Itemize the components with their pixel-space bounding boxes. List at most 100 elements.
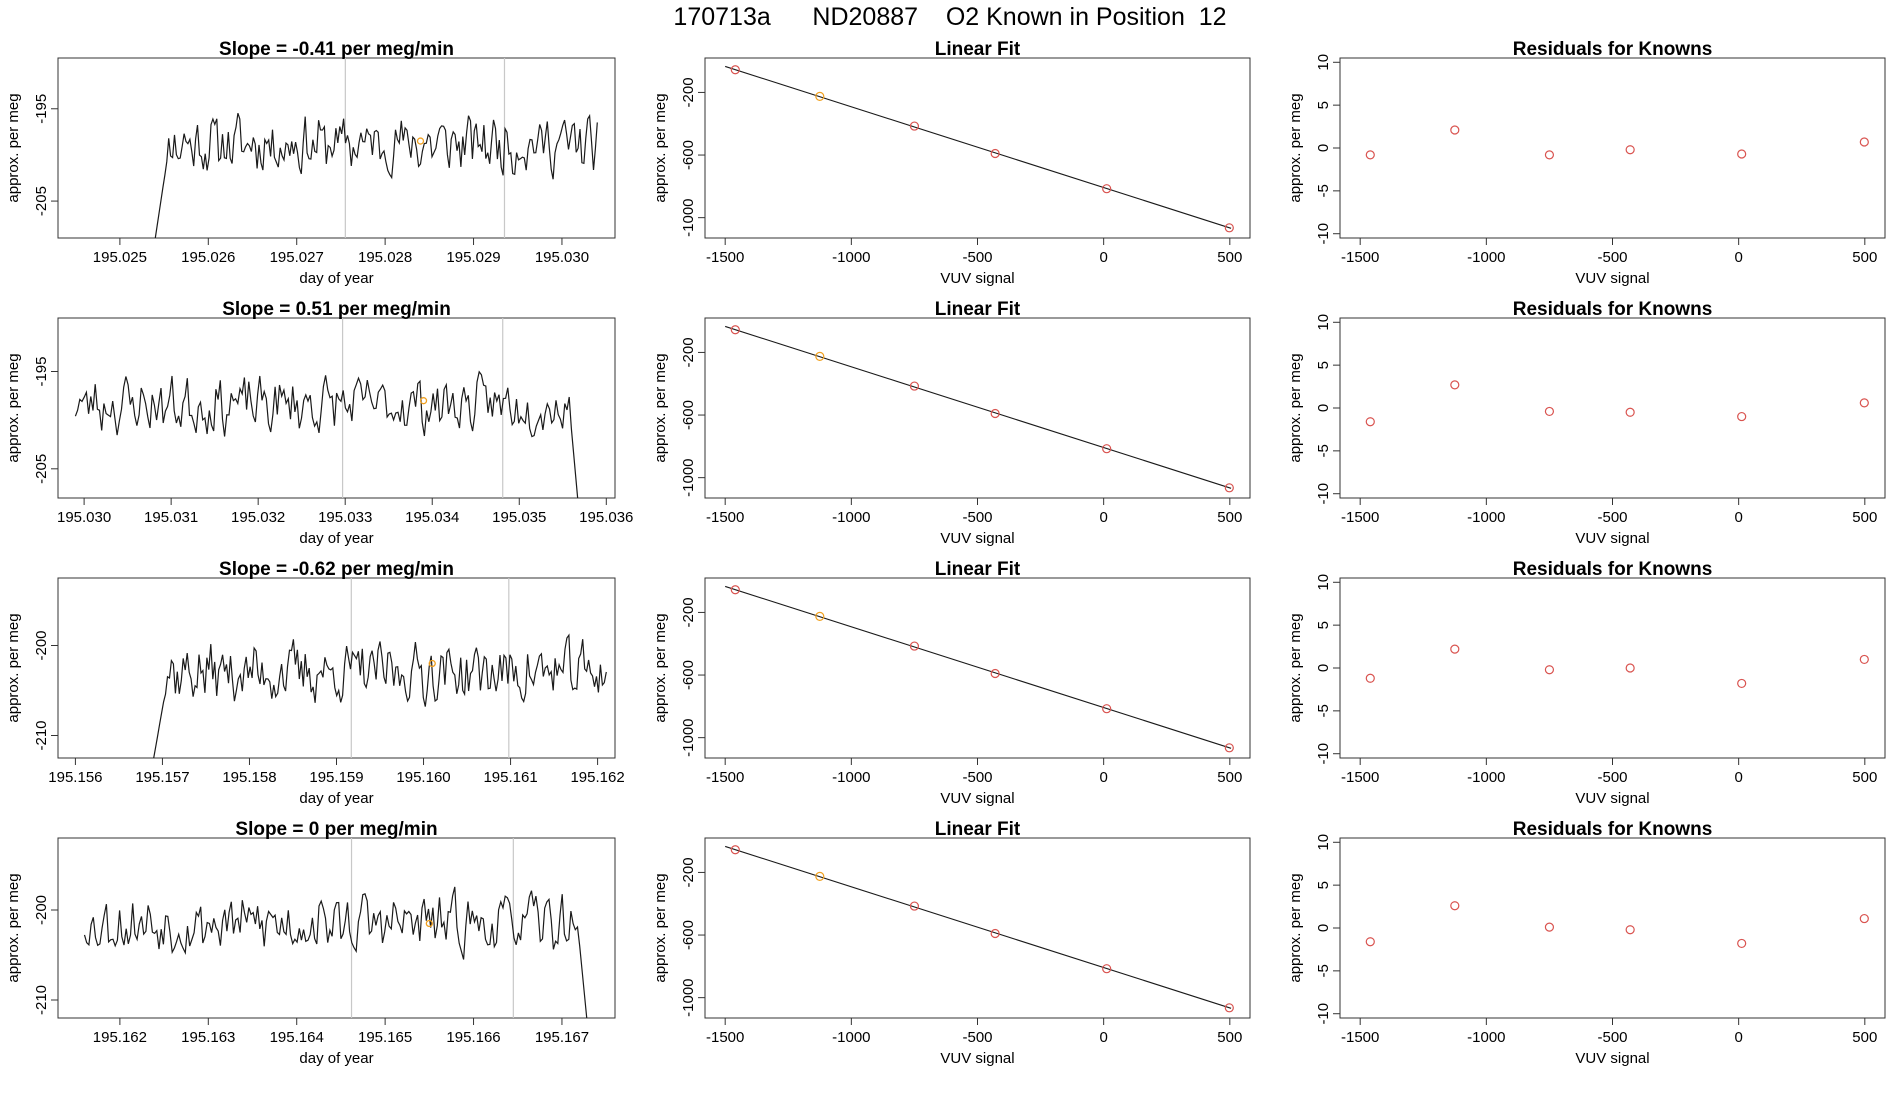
- x-tick-label: -500: [962, 769, 992, 786]
- y-tick-label: -5: [1315, 964, 1332, 977]
- data-point: [1544, 150, 1555, 160]
- y-tick-label: -600: [680, 920, 697, 950]
- x-axis-label: VUV signal: [940, 790, 1014, 807]
- x-tick-label: -500: [1597, 769, 1627, 786]
- x-tick-label: 195.032: [231, 509, 285, 526]
- data-point: [1737, 678, 1747, 689]
- fit-line: [725, 325, 1232, 489]
- panel-title: Linear Fit: [935, 299, 1021, 320]
- data-point: [1224, 743, 1234, 753]
- y-tick-label: -5: [1315, 704, 1332, 717]
- x-tick-label: -500: [1597, 509, 1627, 526]
- y-axis-label: approx. per meg: [652, 353, 669, 462]
- x-tick-label: 195.033: [318, 509, 372, 526]
- data-point: [1859, 654, 1869, 665]
- y-tick-label: -10: [1315, 223, 1332, 245]
- x-tick-label: -1500: [1341, 769, 1379, 786]
- data-point: [1544, 406, 1555, 417]
- y-tick-label: -195: [33, 356, 50, 386]
- x-tick-label: 0: [1734, 1029, 1742, 1046]
- panel-title: Slope = -0.41 per meg/min: [219, 39, 454, 60]
- y-tick-label: 0: [1315, 664, 1332, 672]
- data-point: [1224, 1003, 1234, 1013]
- trace-line: [74, 370, 579, 498]
- data-point: [1102, 704, 1112, 714]
- x-tick-label: -1500: [706, 769, 744, 786]
- x-axis-label: day of year: [299, 270, 373, 287]
- y-tick-label: -1000: [680, 978, 697, 1016]
- y-tick-label: -600: [680, 660, 697, 690]
- panel-r4-fit: Linear Fit -1500 -1000 -500 0 500 -1000 -600 -20…: [652, 819, 1251, 1067]
- x-tick-label: -500: [1597, 1029, 1627, 1046]
- x-tick-label: 500: [1217, 509, 1242, 526]
- data-point: [990, 408, 1000, 419]
- x-axis-label: day of year: [299, 1050, 373, 1067]
- plot-area: [1365, 125, 1869, 160]
- y-tick-label: -10: [1315, 1003, 1332, 1025]
- x-tick-label: 0: [1734, 249, 1742, 266]
- x-axis-label: VUV signal: [940, 1050, 1014, 1067]
- plot-frame: [1339, 577, 1886, 759]
- x-tick-label: -1000: [832, 769, 870, 786]
- panel-r3-fit: Linear Fit -1500 -1000 -500 0 500 -1000 -600 -20…: [652, 559, 1251, 807]
- y-axis-label: approx. per meg: [1287, 613, 1304, 722]
- data-point: [1450, 644, 1460, 654]
- x-tick-label: 195.160: [396, 769, 450, 786]
- y-tick-label: 5: [1315, 101, 1332, 109]
- data-point: [730, 585, 740, 595]
- x-tick-label: 195.163: [181, 1029, 235, 1046]
- sample-marker: [428, 659, 436, 668]
- x-tick-label: 500: [1217, 769, 1242, 786]
- x-tick-label: 0: [1099, 769, 1107, 786]
- x-tick-label: -1000: [832, 1029, 870, 1046]
- data-point: [1625, 925, 1635, 935]
- data-point: [1737, 938, 1747, 949]
- y-tick-label: 0: [1315, 404, 1332, 412]
- y-tick-label: -10: [1315, 743, 1332, 765]
- data-point: [1737, 149, 1747, 159]
- data-point: [990, 148, 1000, 159]
- data-point: [990, 928, 1000, 939]
- sample-marker: [419, 397, 428, 405]
- y-axis-label: approx. per meg: [5, 93, 22, 202]
- x-tick-label: -1000: [1467, 249, 1505, 266]
- x-tick-label: 195.162: [570, 769, 624, 786]
- data-point: [909, 901, 920, 911]
- x-tick-label: 0: [1099, 1029, 1107, 1046]
- trace-line: [154, 113, 598, 238]
- x-tick-label: -1000: [1467, 769, 1505, 786]
- data-point: [1365, 937, 1375, 947]
- data-point: [1365, 417, 1375, 427]
- x-axis-label: day of year: [299, 790, 373, 807]
- plot-area: [725, 325, 1234, 493]
- data-point: [990, 668, 1000, 679]
- data-point: [1859, 398, 1869, 408]
- data-point: [909, 121, 920, 131]
- data-point: [1859, 913, 1869, 924]
- data-point: [1450, 125, 1460, 135]
- x-tick-label: 195.025: [93, 249, 147, 266]
- plot-frame: [1339, 317, 1886, 499]
- panel-title: Linear Fit: [935, 819, 1021, 840]
- x-axis-label: VUV signal: [1575, 1050, 1649, 1067]
- y-axis-label: approx. per meg: [652, 93, 669, 202]
- fit-line: [725, 65, 1232, 229]
- plot-frame: [704, 837, 1251, 1019]
- y-tick-label: -1000: [680, 198, 697, 236]
- x-tick-label: 195.158: [222, 769, 276, 786]
- x-axis-label: VUV signal: [940, 530, 1014, 547]
- panel-r3-res: Residuals for Knowns -1500 -1000 -500 0 500 -1…: [1287, 559, 1886, 807]
- x-tick-label: -1000: [832, 249, 870, 266]
- x-axis-label: day of year: [299, 530, 373, 547]
- plot-frame: [57, 577, 616, 759]
- panel-title: Linear Fit: [935, 39, 1021, 60]
- data-point: [730, 325, 740, 335]
- data-point: [909, 641, 920, 651]
- y-tick-label: 5: [1315, 881, 1332, 889]
- x-tick-label: -500: [1597, 249, 1627, 266]
- y-tick-label: -600: [680, 140, 697, 170]
- plot-frame: [704, 577, 1251, 759]
- x-tick-label: 195.162: [93, 1029, 147, 1046]
- x-tick-label: 500: [1217, 1029, 1242, 1046]
- x-tick-label: 195.030: [57, 509, 111, 526]
